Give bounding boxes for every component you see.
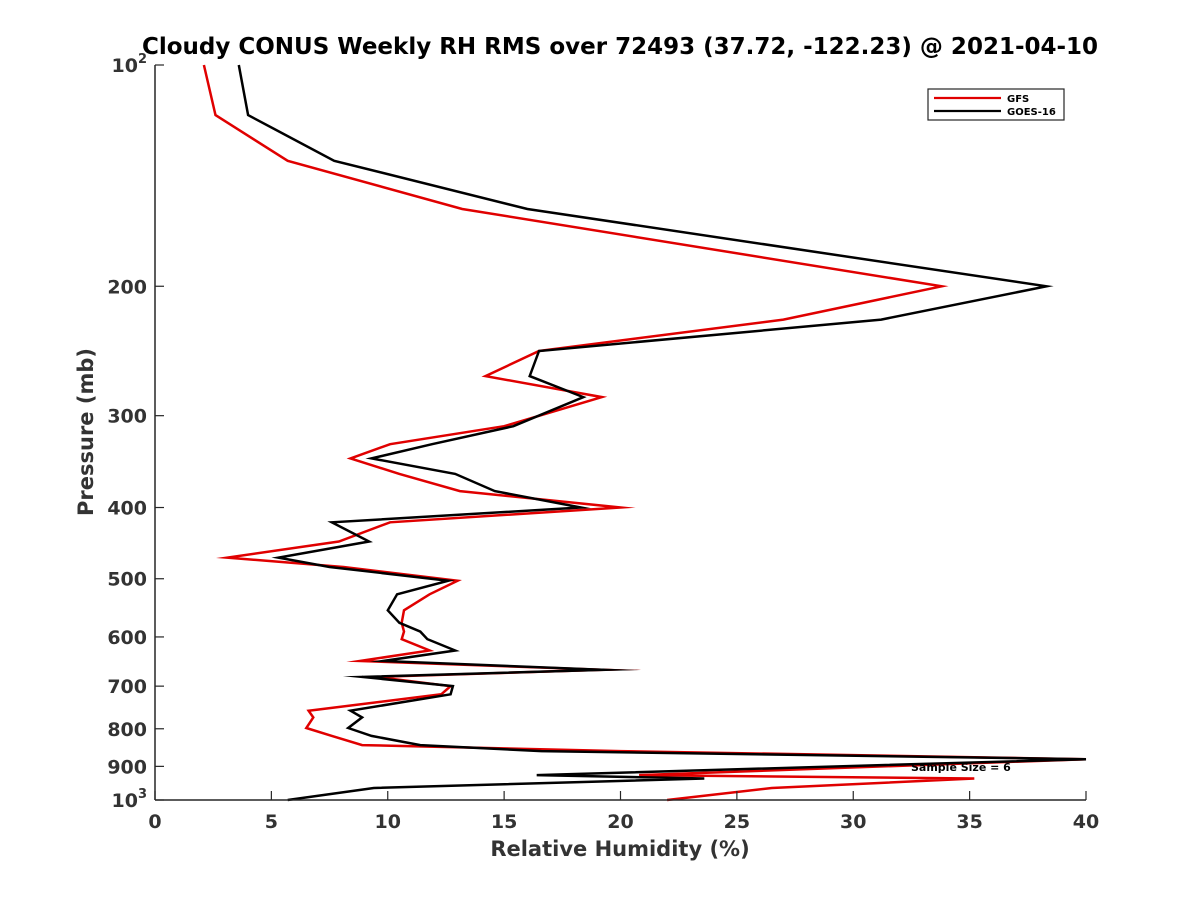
legend-label-goes16: GOES-16 — [1007, 107, 1056, 118]
x-tick-label: 10 — [375, 811, 401, 833]
y-ticks: 102 200 300 400 500 600 700 800 900 103 — [107, 52, 164, 812]
x-tick-label: 0 — [148, 811, 161, 833]
x-tick-label: 15 — [491, 811, 517, 833]
y-tick-label: 300 — [107, 406, 147, 428]
x-tick-label: 40 — [1073, 811, 1099, 833]
y-tick-label: 102 — [112, 52, 148, 77]
y-tick-label: 200 — [107, 276, 147, 298]
y-tick-label: 800 — [107, 719, 147, 741]
legend-box — [927, 88, 1065, 121]
y-tick-label: 500 — [107, 569, 147, 591]
sample-size-annotation: Sample Size = 6 — [911, 761, 1011, 774]
y-tick-label: 900 — [107, 756, 147, 778]
y-tick-label: 103 — [112, 787, 148, 812]
x-ticks: 0 5 10 15 20 25 30 35 40 — [148, 791, 1099, 833]
x-tick-label: 20 — [607, 811, 633, 833]
x-tick-label: 25 — [724, 811, 750, 833]
chart-title: Cloudy CONUS Weekly RH RMS over 72493 (3… — [142, 34, 1098, 60]
legend: GFS GOES-16 — [927, 88, 1065, 121]
y-tick-label: 700 — [107, 676, 147, 698]
plot-area — [202, 64, 1087, 802]
y-axis-label: Pressure (mb) — [74, 348, 98, 516]
legend-label-gfs: GFS — [1007, 94, 1029, 105]
x-tick-label: 5 — [265, 811, 278, 833]
x-tick-label: 35 — [956, 811, 982, 833]
y-tick-label: 600 — [107, 627, 147, 649]
y-tick-label: 400 — [107, 498, 147, 520]
x-tick-label: 30 — [840, 811, 866, 833]
series-line-gfs — [202, 64, 1087, 802]
series-line-goes16 — [237, 64, 1087, 802]
x-axis-label: Relative Humidity (%) — [490, 837, 749, 861]
